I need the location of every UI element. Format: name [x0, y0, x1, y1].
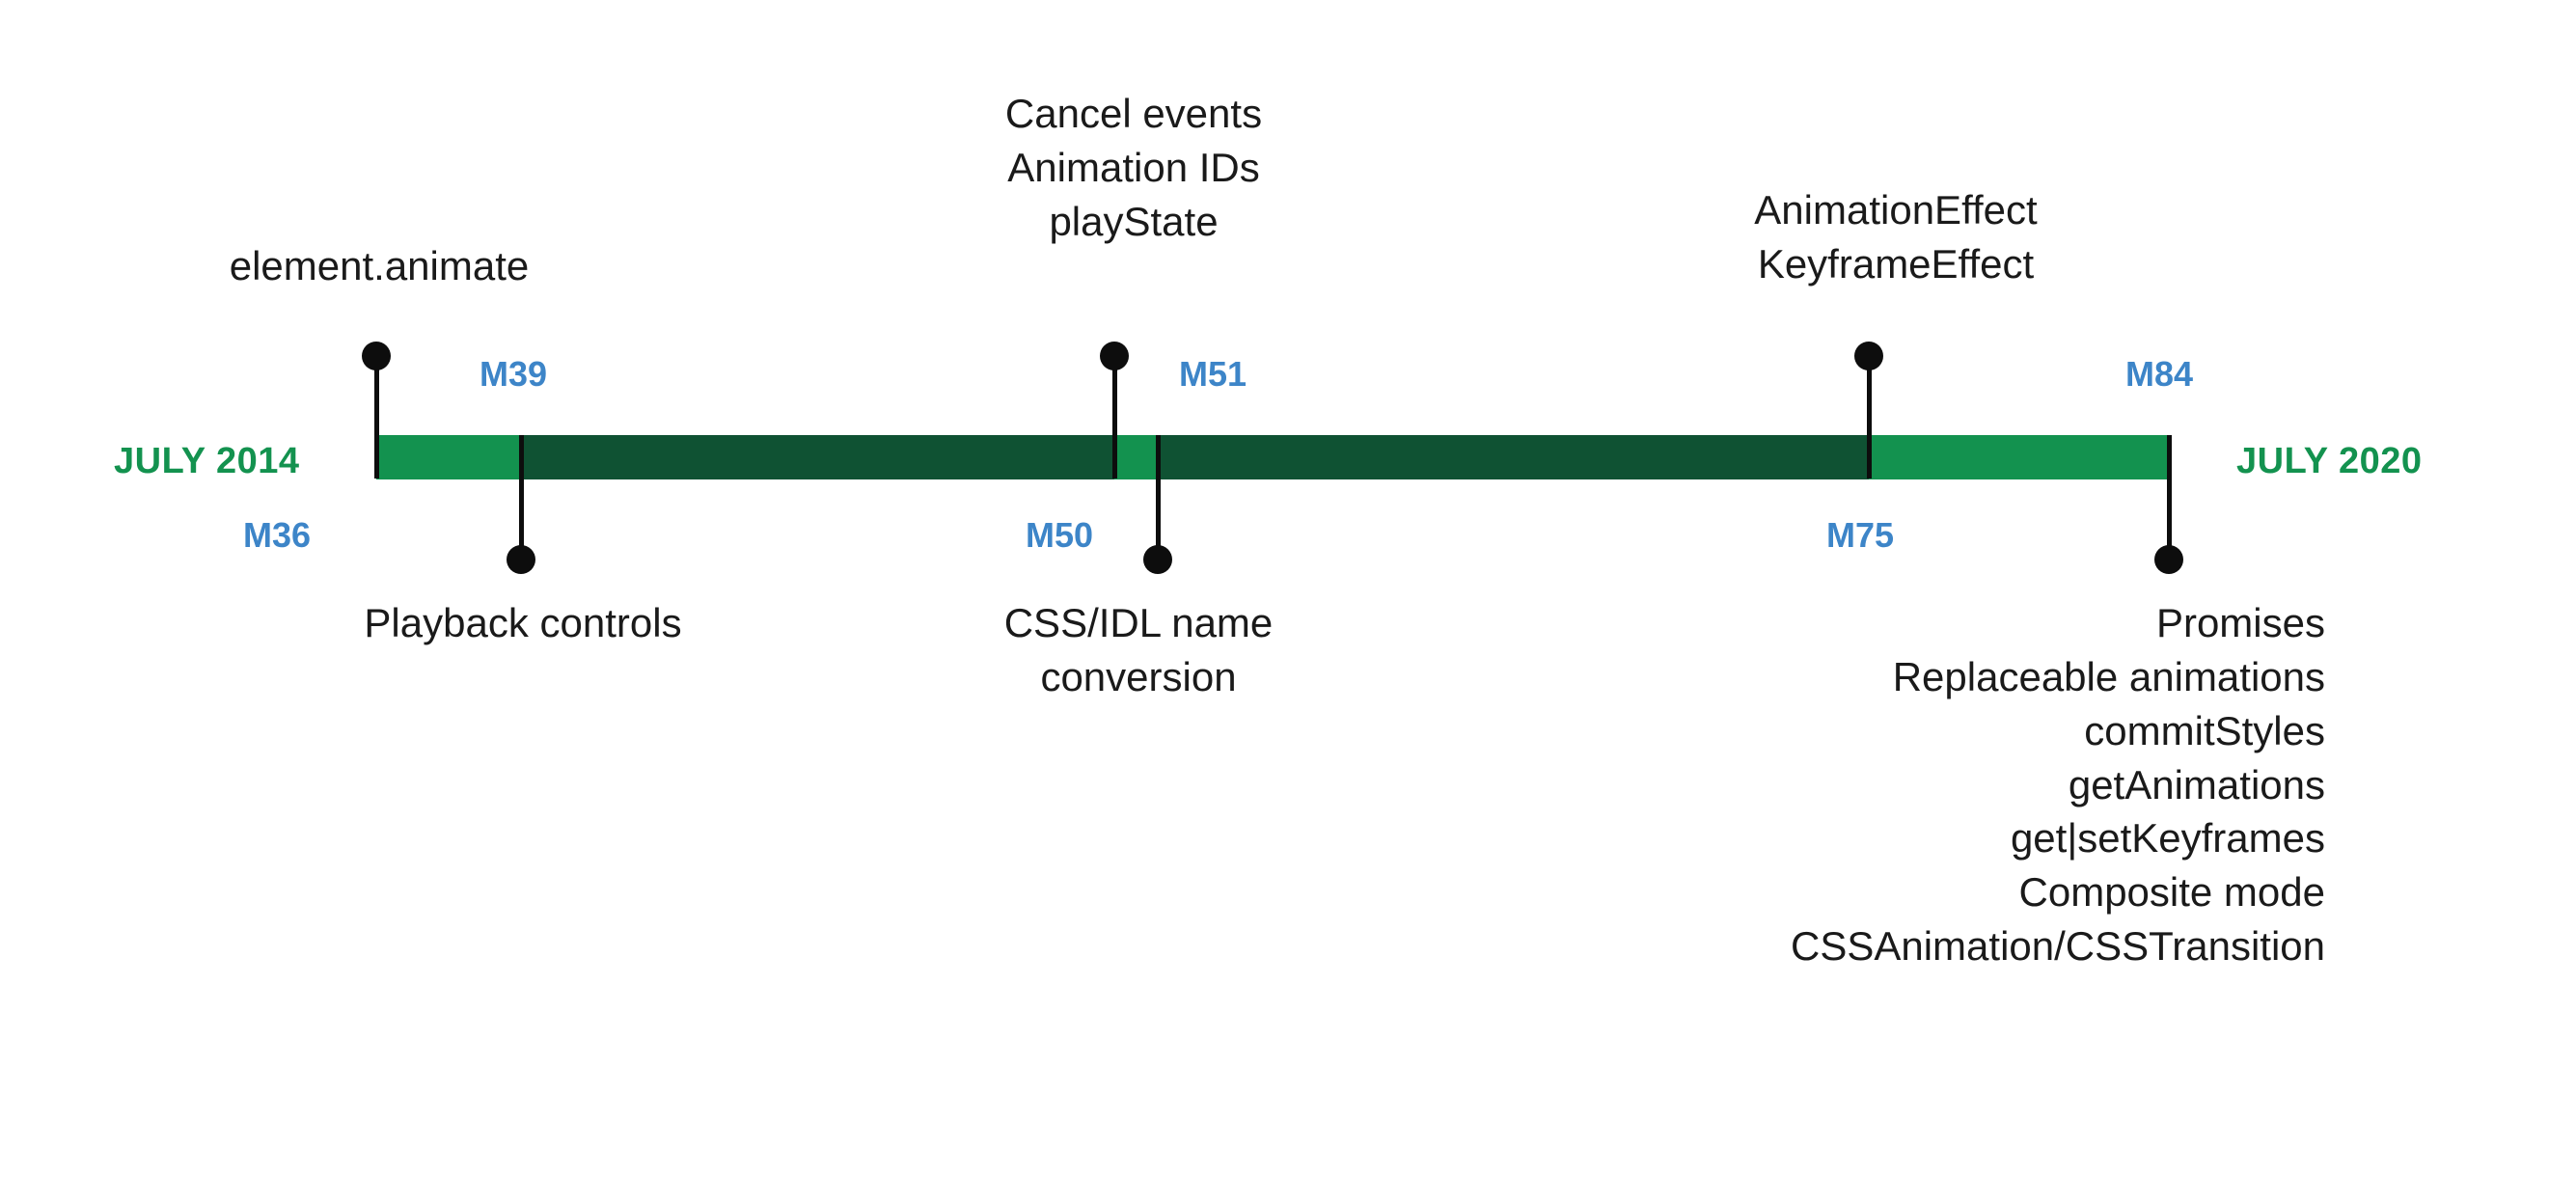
timeline-end-date-label: JULY 2020 — [2236, 441, 2423, 481]
version-chip-m39: M39 — [480, 354, 548, 394]
timeline-bar — [376, 435, 2169, 479]
milestone-stem-m84 — [2167, 435, 2172, 559]
feature-item: Replaceable animations — [1892, 653, 2325, 699]
milestone-stem-m75 — [1867, 355, 1872, 479]
feature-item: CSSAnimation/CSSTransition — [1791, 923, 2325, 970]
timeline-start-date-label: JULY 2014 — [114, 441, 300, 481]
bar-segment-m51-to-m75 — [1158, 435, 1869, 479]
feature-list-m39: Playback controls — [262, 596, 783, 650]
version-chip-m84: M84 — [2125, 354, 2194, 394]
version-chip-m75: M75 — [1826, 515, 1895, 555]
feature-item: Composite mode — [2018, 869, 2325, 916]
feature-item: element.animate — [229, 243, 530, 288]
feature-item: playState — [1049, 198, 1219, 244]
feature-item: Animation IDs — [1007, 144, 1260, 190]
bar-segment-m39-to-m50 — [521, 435, 1114, 479]
milestone-stem-m50 — [1112, 355, 1117, 479]
feature-list-m84: Promises Replaceable animations commitStyl… — [1486, 596, 2325, 973]
feature-item: conversion — [1040, 653, 1237, 699]
feature-list-m51: CSS/IDL name conversion — [907, 596, 1370, 704]
milestone-dot-m39 — [507, 545, 535, 574]
version-chip-m36: M36 — [243, 515, 312, 555]
milestone-stem-m51 — [1156, 435, 1161, 559]
bar-segment-m36-to-m39 — [376, 435, 521, 479]
feature-item: CSS/IDL name — [1003, 600, 1274, 645]
milestone-stem-m36 — [374, 355, 379, 479]
feature-list-m75: AnimationEffect KeyframeEffect — [1655, 183, 2137, 291]
version-chip-m50: M50 — [1026, 515, 1094, 555]
milestone-dot-m51 — [1143, 545, 1172, 574]
milestone-dot-m36 — [362, 342, 391, 370]
bar-segment-m75-to-m84 — [1869, 435, 2169, 479]
feature-item: getAnimations — [2068, 761, 2325, 807]
feature-item: KeyframeEffect — [1757, 240, 2035, 287]
milestone-dot-m50 — [1100, 342, 1129, 370]
feature-item: AnimationEffect — [1754, 187, 2038, 233]
milestone-dot-m84 — [2154, 545, 2183, 574]
version-chip-m51: M51 — [1179, 354, 1247, 394]
feature-list-m36: element.animate — [138, 239, 620, 293]
feature-item: get|setKeyframes — [2010, 815, 2325, 862]
feature-item: Cancel events — [1004, 91, 1263, 136]
milestone-stem-m39 — [519, 435, 524, 559]
feature-list-m50: Cancel events Animation IDs playState — [912, 87, 1356, 249]
feature-item: commitStyles — [2084, 707, 2325, 753]
bar-segment-m50-to-m51 — [1114, 435, 1158, 479]
feature-item: Playback controls — [364, 600, 682, 645]
milestone-dot-m75 — [1854, 342, 1883, 370]
feature-item: Promises — [2155, 600, 2325, 645]
